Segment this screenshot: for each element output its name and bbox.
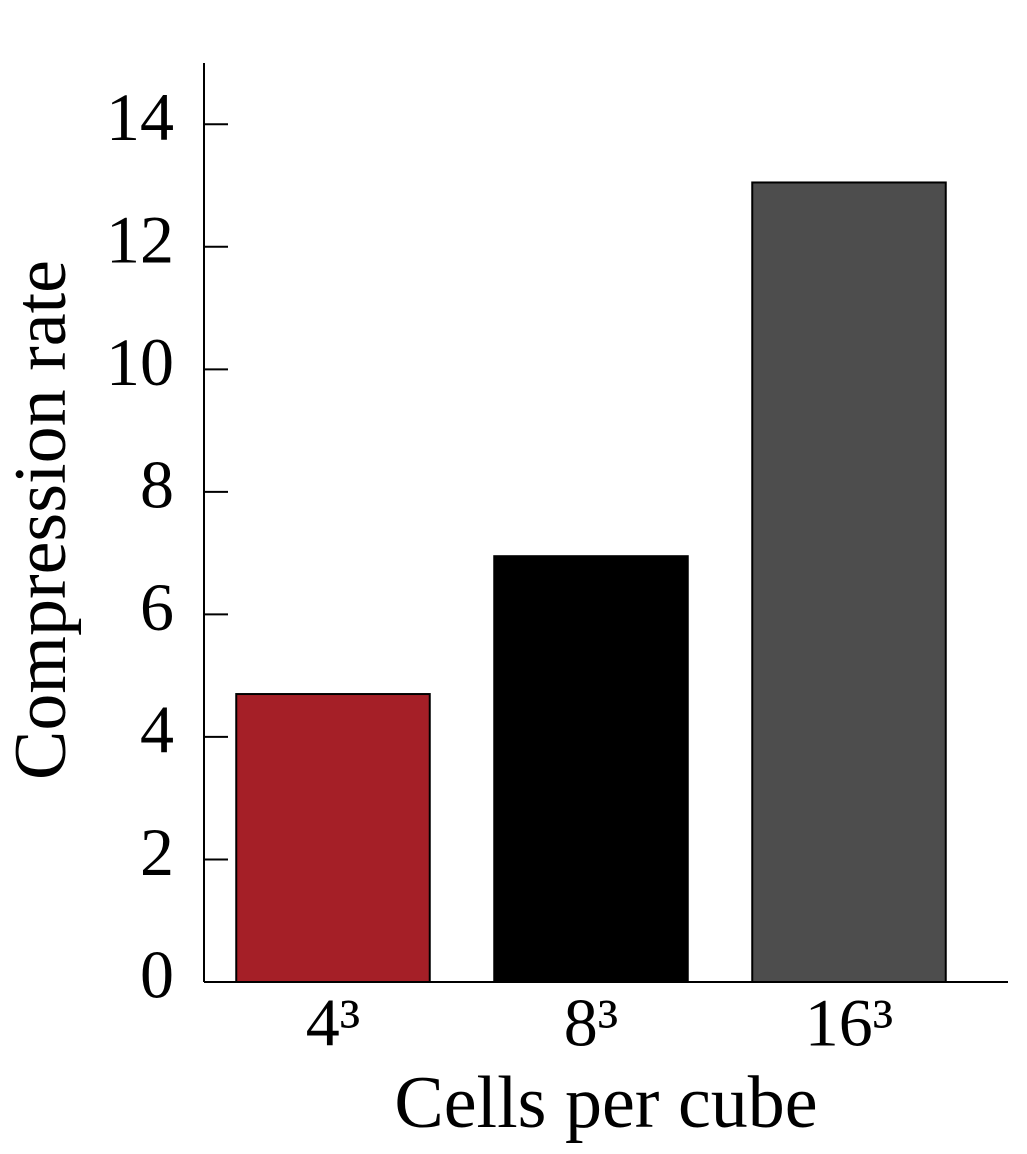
- y-tick-label: 6: [140, 569, 174, 645]
- y-tick-label: 12: [106, 201, 174, 277]
- y-tick-label: 0: [140, 937, 174, 1013]
- bar: [751, 181, 947, 984]
- x-tick-label: 4³: [306, 985, 360, 1061]
- bar: [493, 555, 689, 983]
- y-tick-label: 14: [106, 79, 174, 155]
- y-tick-label: 2: [140, 814, 174, 890]
- y-axis-label: Compression rate: [0, 260, 82, 780]
- x-tick-label: 8³: [564, 985, 618, 1061]
- x-tick-label: 16³: [805, 985, 893, 1061]
- y-tick-label: 8: [140, 446, 174, 522]
- bar: [235, 693, 431, 984]
- x-axis-label: Cells per cube: [394, 1062, 817, 1144]
- y-tick-label: 4: [140, 692, 174, 768]
- y-tick-label: 10: [106, 324, 174, 400]
